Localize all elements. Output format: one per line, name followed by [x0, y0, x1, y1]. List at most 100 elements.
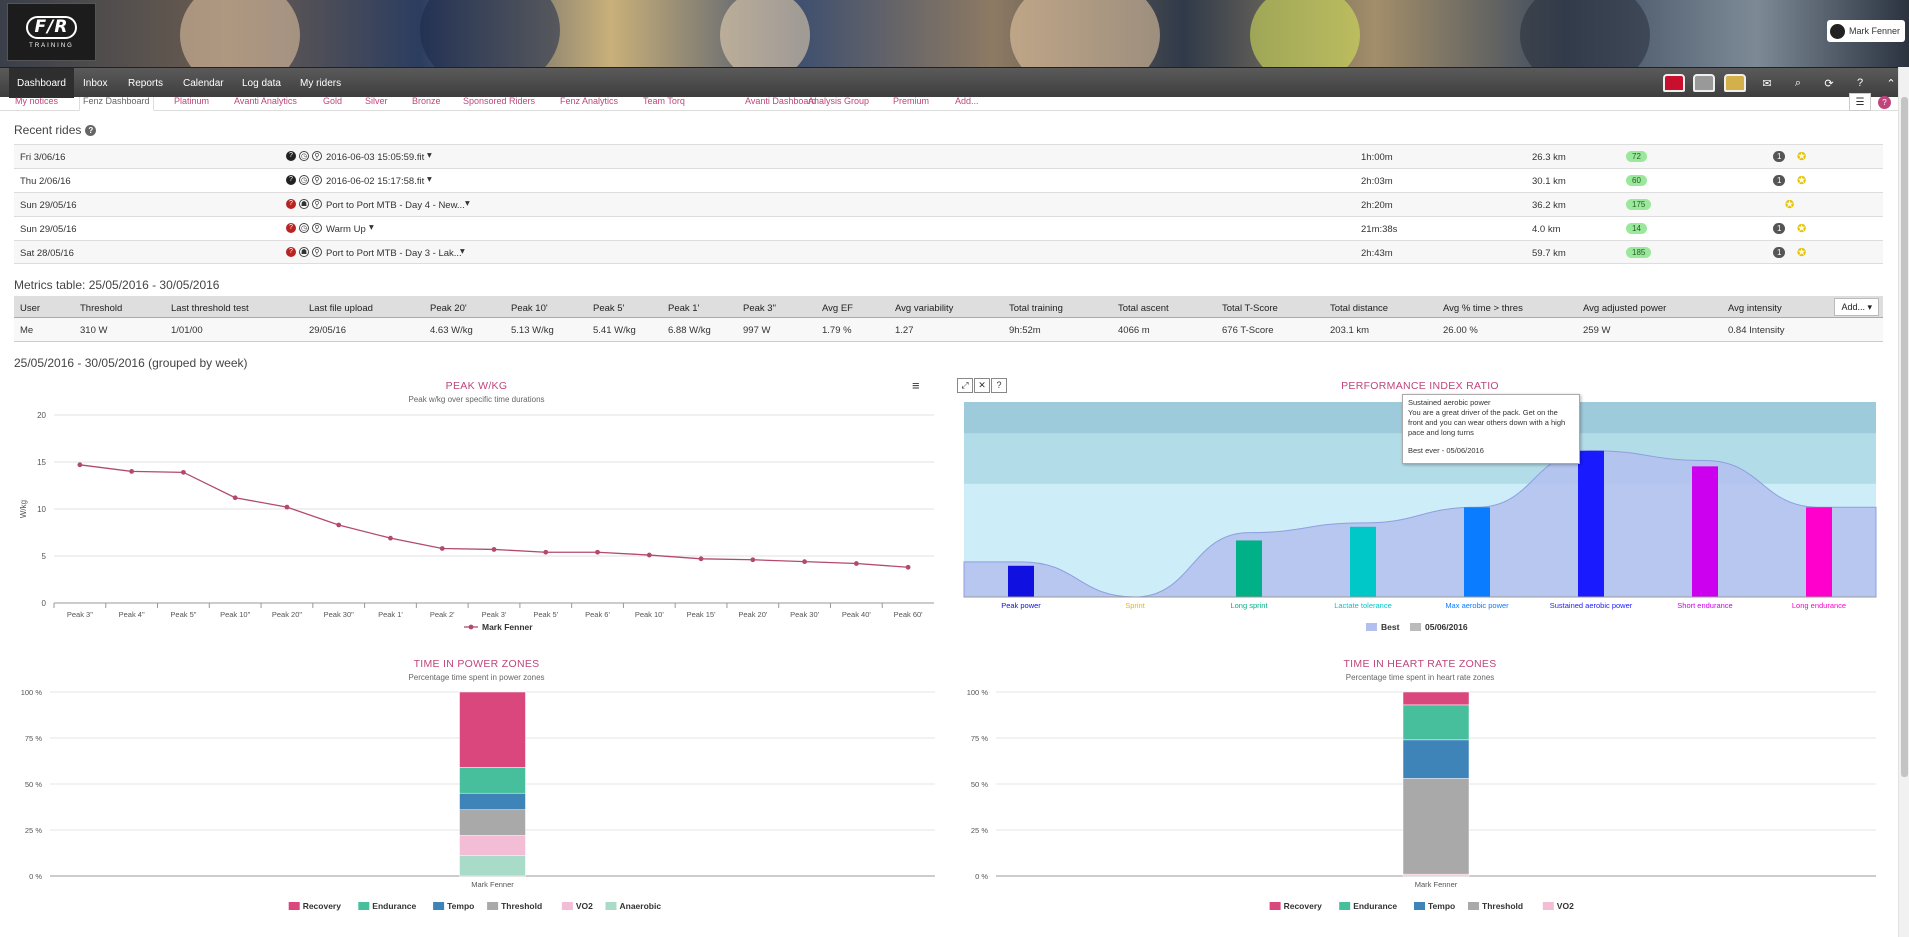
- jersey-gold-icon[interactable]: [1724, 73, 1746, 93]
- help-icon[interactable]: ?: [85, 125, 97, 137]
- nav-dashboard[interactable]: Dashboard: [9, 68, 74, 98]
- nav-inbox[interactable]: Inbox: [83, 78, 108, 89]
- nav-reports[interactable]: Reports: [128, 78, 164, 89]
- tab-gold[interactable]: Gold: [323, 96, 343, 106]
- ride-row[interactable]: Fri 3/06/16 ? ◷ ⚲ 2016-06-03 15:05:59.fit …: [14, 144, 1883, 168]
- col-header[interactable]: Threshold: [80, 303, 123, 314]
- peak-chart-title: PEAK W/KG: [445, 380, 508, 392]
- tscore-badge: 175: [1626, 199, 1652, 210]
- cell: 5.41 W/kg: [593, 325, 636, 336]
- ride-distance: 26.3 km: [1532, 152, 1566, 163]
- jersey-grey-icon[interactable]: [1693, 73, 1715, 93]
- timer-icon: ◷: [299, 223, 309, 233]
- tab-bronze[interactable]: Bronze: [412, 96, 441, 106]
- tab-fenz-dashboard[interactable]: Fenz Dashboard: [79, 97, 154, 111]
- mtb-icon: ⚲: [312, 223, 322, 233]
- tab-analysis-group[interactable]: Analysis Group: [808, 96, 870, 106]
- tab-platinum[interactable]: Platinum: [174, 96, 210, 106]
- tab-fenz-analytics[interactable]: Fenz Analytics: [560, 96, 619, 106]
- scrollbar-thumb[interactable]: [1901, 97, 1908, 777]
- tab-add[interactable]: Add...: [955, 96, 979, 106]
- jersey-red-icon[interactable]: [1663, 73, 1685, 93]
- ride-row[interactable]: Sun 29/05/16 ? ☗ ⚲ Port to Port MTB - Day …: [14, 192, 1883, 216]
- data-point: [750, 557, 756, 563]
- close-icon[interactable]: ✕: [974, 378, 990, 393]
- data-point: [439, 546, 445, 551]
- cell: 1.79 %: [822, 325, 852, 336]
- period-heading: 25/05/2016 - 30/05/2016 (grouped by week…: [14, 356, 248, 370]
- help-icon[interactable]: ?: [991, 378, 1007, 393]
- tab-my-notices[interactable]: My notices: [15, 96, 59, 106]
- caret-down-icon[interactable]: ▾: [427, 174, 432, 185]
- tab-avanti-analytics[interactable]: Avanti Analytics: [234, 96, 297, 106]
- main-nav: Dashboard Inbox Reports Calendar Log dat…: [0, 67, 1909, 98]
- cell: Me: [20, 325, 34, 336]
- notification-badge[interactable]: ?: [1878, 96, 1891, 109]
- ride-row[interactable]: Sat 28/05/16 ? ☗ ⚲ Port to Port MTB - Day …: [14, 240, 1883, 264]
- col-header[interactable]: Total ascent: [1118, 303, 1169, 314]
- data-point: [802, 559, 807, 565]
- ride-row[interactable]: Sun 29/05/16 ? ◷ ⚲ Warm Up ▾ 21m:38s 4.0 k…: [14, 216, 1883, 240]
- tab-menu-icon[interactable]: ☰: [1849, 93, 1871, 111]
- tscore-badge: 14: [1626, 223, 1647, 234]
- user-menu-button[interactable]: Mark Fenner: [1826, 20, 1905, 42]
- col-header[interactable]: Peak 10': [511, 303, 548, 314]
- add-metric-label: Add...: [1841, 302, 1865, 312]
- col-header[interactable]: Avg adjusted power: [1583, 303, 1667, 314]
- col-header[interactable]: Total training: [1009, 303, 1063, 314]
- caret-down-icon[interactable]: ▾: [369, 222, 374, 233]
- refresh-icon[interactable]: ⟳: [1824, 77, 1834, 90]
- expand-icon[interactable]: ⤢: [957, 378, 973, 393]
- col-header[interactable]: Last threshold test: [171, 303, 249, 314]
- ride-name[interactable]: 2016-06-02 15:17:58.fit: [326, 176, 425, 187]
- app-logo[interactable]: F/R TRAINING: [7, 3, 96, 61]
- metrics-row: Me 310 W 1/01/00 29/05/16 4.63 W/kg 5.13…: [14, 318, 1883, 342]
- nav-my-riders[interactable]: My riders: [300, 78, 342, 89]
- col-header[interactable]: Peak 20': [430, 303, 467, 314]
- search-icon[interactable]: ⌕: [1794, 76, 1802, 89]
- ride-name[interactable]: 2016-06-03 15:05:59.fit: [326, 152, 425, 163]
- mail-icon[interactable]: ✉: [1762, 77, 1772, 90]
- tab-sponsored-riders[interactable]: Sponsored Riders: [463, 96, 536, 106]
- col-header[interactable]: Total T-Score: [1222, 303, 1278, 314]
- col-header[interactable]: Avg variability: [895, 303, 954, 314]
- tab-premium[interactable]: Premium: [893, 96, 930, 106]
- star-icon: ✪: [1797, 247, 1807, 259]
- col-header[interactable]: Total distance: [1330, 303, 1389, 314]
- col-header[interactable]: Peak 1': [668, 303, 700, 314]
- y-tick-label: 75 %: [25, 734, 42, 743]
- legend-swatch: [1366, 623, 1377, 631]
- caret-down-icon[interactable]: ▾: [465, 198, 470, 209]
- caret-down-icon[interactable]: ▾: [460, 246, 465, 257]
- col-header[interactable]: User: [20, 303, 41, 314]
- col-header[interactable]: Avg intensity: [1728, 303, 1782, 314]
- tab-team-torq[interactable]: Team Torq: [643, 96, 685, 106]
- col-header[interactable]: Avg % time > thres: [1443, 303, 1523, 314]
- collapse-icon[interactable]: ⌃: [1886, 77, 1896, 90]
- ride-name[interactable]: Warm Up: [326, 224, 366, 235]
- x-tick-label: Sprint: [1125, 601, 1146, 610]
- ride-name[interactable]: Port to Port MTB - Day 4 - New...: [326, 200, 465, 211]
- question-icon: ?: [286, 247, 296, 257]
- chart-menu-icon[interactable]: ≡: [912, 378, 920, 393]
- add-metric-button[interactable]: Add... ▾: [1834, 298, 1879, 316]
- ride-name[interactable]: Port to Port MTB - Day 3 - Lak...: [326, 248, 462, 259]
- col-header[interactable]: Peak 3": [743, 303, 776, 314]
- col-header[interactable]: Peak 5': [593, 303, 625, 314]
- y-tick-label: 0: [42, 599, 47, 608]
- help-icon[interactable]: ?: [1856, 77, 1864, 89]
- caret-down-icon[interactable]: ▾: [427, 150, 432, 161]
- legend-label: Threshold: [1482, 901, 1523, 911]
- col-header[interactable]: Avg EF: [822, 303, 853, 314]
- ride-row[interactable]: Thu 2/06/16 ? ◷ ⚲ 2016-06-02 15:17:58.fit …: [14, 168, 1883, 192]
- col-header[interactable]: Last file upload: [309, 303, 373, 314]
- page-scrollbar[interactable]: [1898, 67, 1909, 937]
- x-tick-label: Lactate tolerance: [1334, 601, 1392, 610]
- status-pill: 1: [1773, 175, 1786, 186]
- tab-silver[interactable]: Silver: [365, 96, 388, 106]
- nav-calendar[interactable]: Calendar: [183, 78, 224, 89]
- y-tick-label: 100 %: [21, 688, 43, 697]
- nav-log-data[interactable]: Log data: [242, 78, 281, 89]
- metrics-heading: Metrics table: 25/05/2016 - 30/05/2016: [14, 278, 220, 292]
- tab-avanti-dashboard[interactable]: Avanti Dashboard: [745, 96, 817, 106]
